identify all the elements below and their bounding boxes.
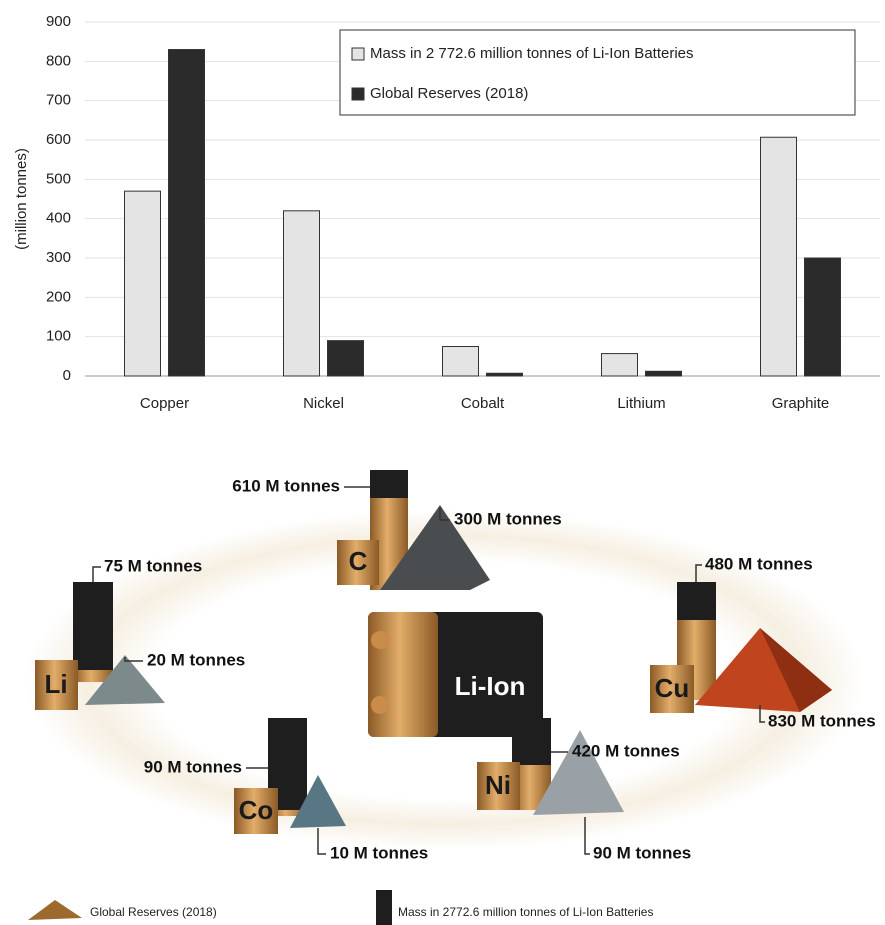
y-tick-label: 600 <box>46 131 71 148</box>
bar <box>804 257 841 377</box>
y-tick-label: 100 <box>46 328 71 345</box>
center-label: Li-Ion <box>455 671 526 701</box>
bar <box>168 49 205 377</box>
y-tick-label: 500 <box>46 170 71 187</box>
bar <box>442 346 479 377</box>
bar <box>601 353 638 377</box>
bar <box>645 370 682 377</box>
symbol: Cu <box>655 673 690 703</box>
bar-chart: 0 100 200 300 400 500 600 700 800 900 Copper Nickel… <box>46 13 880 412</box>
reserve-label: 10 M tonnes <box>330 843 428 862</box>
element-li: Li 75 M tonnes 20 M tonnes <box>35 556 245 710</box>
battery-label: 75 M tonnes <box>104 556 202 575</box>
symbol: Ni <box>485 770 511 800</box>
y-tick-label: 200 <box>46 288 71 305</box>
y-tick-label: 700 <box>46 92 71 109</box>
battery-label: 480 M tonnes <box>705 554 813 573</box>
bar <box>124 190 161 377</box>
legend-box <box>339 29 856 116</box>
battery-label: 420 M tonnes <box>572 741 680 760</box>
element-ni: Ni 420 M tonnes 90 M tonnes <box>477 718 691 862</box>
infographic: Li-Ion C 610 M tonnes 300 M tonnes Li 75… <box>25 470 876 925</box>
y-tick-label: 800 <box>46 52 71 69</box>
reserve-label: 20 M tonnes <box>147 650 245 669</box>
legend-label: Global Reserves (2018) <box>370 85 528 102</box>
reserve-label: 830 M tonnes <box>768 711 876 730</box>
symbol: Co <box>239 795 274 825</box>
legend-label: Mass in 2 772.6 million tonnes of Li-Ion… <box>370 45 694 62</box>
y-tick-label: 300 <box>46 249 71 266</box>
legend-label: Mass in 2772.6 million tonnes of Li-Ion … <box>398 905 653 919</box>
legend-swatch <box>351 87 365 101</box>
bar <box>760 136 797 377</box>
center-battery: Li-Ion <box>368 612 543 737</box>
y-axis-label: (million tonnes) <box>13 148 30 250</box>
battery-label: 610 M tonnes <box>232 476 340 495</box>
element-cu: Cu 480 M tonnes 830 M tonnes <box>650 554 876 730</box>
x-tick-label: Copper <box>140 395 189 412</box>
legend-swatch <box>351 47 365 61</box>
element-c: C 610 M tonnes 300 M tonnes <box>232 470 562 590</box>
bar <box>283 210 320 377</box>
y-tick-label: 900 <box>46 13 71 30</box>
x-tick-label: Graphite <box>772 395 830 412</box>
infographic-legend: Global Reserves (2018) Mass in 2772.6 mi… <box>28 890 653 925</box>
bar <box>327 340 364 377</box>
x-tick-label: Lithium <box>617 395 665 412</box>
bar <box>486 372 523 377</box>
element-co: Co 90 M tonnes 10 M tonnes <box>144 718 428 862</box>
reserve-label: 90 M tonnes <box>593 843 691 862</box>
y-tick-label: 0 <box>63 367 71 384</box>
reserve-label: 300 M tonnes <box>454 509 562 528</box>
x-tick-label: Cobalt <box>461 395 505 412</box>
legend-label: Global Reserves (2018) <box>90 905 217 919</box>
battery-label: 90 M tonnes <box>144 757 242 776</box>
x-tick-label: Nickel <box>303 395 344 412</box>
symbol: C <box>349 546 368 576</box>
symbol: Li <box>44 669 67 699</box>
y-tick-label: 400 <box>46 210 71 227</box>
